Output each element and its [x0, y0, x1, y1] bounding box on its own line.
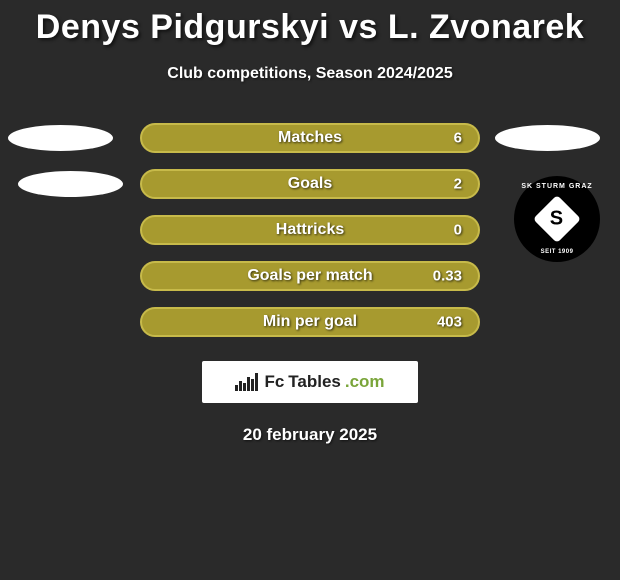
stat-label: Matches: [278, 129, 342, 147]
stat-row: Matches 6: [0, 123, 620, 153]
crest-letter: S: [550, 208, 563, 231]
stat-bar: Goals 2: [140, 169, 480, 199]
player-left-marker: [18, 171, 123, 197]
stat-label: Goals: [288, 175, 332, 193]
date-label: 20 february 2025: [0, 425, 620, 445]
stat-row: Min per goal 403: [0, 307, 620, 337]
club-crest-icon: SK STURM GRAZ S SEIT 1909: [514, 176, 600, 262]
stat-label: Min per goal: [263, 313, 357, 331]
crest-inner: S: [530, 192, 584, 246]
stat-label: Hattricks: [276, 221, 344, 239]
stat-value: 0: [454, 222, 462, 239]
stat-value: 6: [454, 130, 462, 147]
stat-bar: Min per goal 403: [140, 307, 480, 337]
crest-bottom-text: SEIT 1909: [541, 249, 574, 255]
player-left-marker: [8, 125, 113, 151]
page-title: Denys Pidgurskyi vs L. Zvonarek: [0, 0, 620, 47]
subtitle: Club competitions, Season 2024/2025: [0, 65, 620, 83]
bar-chart-icon: [235, 373, 258, 391]
logo-suffix: .com: [345, 372, 385, 392]
stat-bar: Hattricks 0: [140, 215, 480, 245]
stat-bar: Goals per match 0.33: [140, 261, 480, 291]
stat-row: Goals per match 0.33: [0, 261, 620, 291]
crest-top-text: SK STURM GRAZ: [521, 183, 592, 190]
logo-prefix: Fc: [264, 372, 284, 392]
stat-value: 2: [454, 176, 462, 193]
stat-label: Goals per match: [247, 267, 372, 285]
logo-main: Tables: [288, 372, 341, 392]
player-right-marker: [495, 125, 600, 151]
stat-value: 0.33: [433, 268, 462, 285]
fctables-logo: FcTables.com: [202, 361, 418, 403]
stat-bar: Matches 6: [140, 123, 480, 153]
stat-value: 403: [437, 314, 462, 331]
